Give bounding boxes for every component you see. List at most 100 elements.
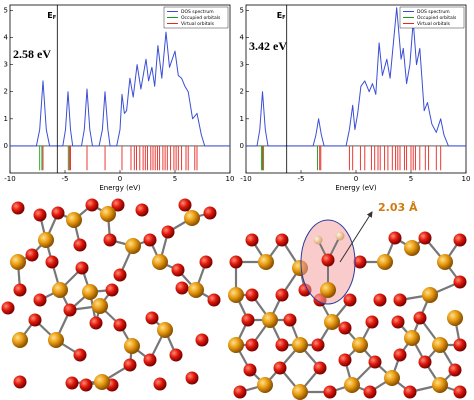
y-tick-label: 0 bbox=[4, 142, 8, 150]
oxygen-atom bbox=[403, 385, 417, 399]
germanium-atom bbox=[52, 282, 68, 298]
germanium-atom bbox=[100, 206, 116, 222]
oxygen-atom bbox=[245, 288, 259, 302]
gap-label: 2.58 eV bbox=[13, 47, 51, 61]
oxygen-atom bbox=[393, 348, 407, 362]
oxygen-atom bbox=[73, 348, 87, 362]
oxygen-atom bbox=[388, 231, 402, 245]
oxygen-atom bbox=[105, 283, 119, 297]
oxygen-atom bbox=[273, 361, 287, 375]
y-tick-label: 3 bbox=[240, 61, 244, 69]
oxygen-atom bbox=[453, 385, 467, 399]
germanium-atom bbox=[292, 384, 308, 400]
germanium-atom bbox=[404, 330, 420, 346]
germanium-atom bbox=[262, 312, 278, 328]
molecular-structures bbox=[1, 198, 467, 400]
oxygen-atom bbox=[245, 338, 259, 352]
y-tick-label: 5 bbox=[4, 6, 8, 14]
germanium-atom bbox=[48, 332, 64, 348]
oxygen-atom bbox=[365, 315, 379, 329]
oxygen-atom bbox=[393, 293, 407, 307]
germanium-atom bbox=[125, 238, 141, 254]
fermi-subscript: F bbox=[282, 15, 285, 21]
x-tick-label: -5 bbox=[62, 175, 69, 183]
y-tick-label: 2 bbox=[4, 88, 8, 96]
oxygen-atom bbox=[25, 248, 39, 262]
germanium-atom bbox=[292, 337, 308, 353]
oxygen-atom bbox=[453, 233, 467, 247]
germanium-atom bbox=[377, 254, 393, 270]
y-tick-label: 4 bbox=[240, 34, 245, 42]
dos-chart: 0 1 2 3 4 5 -10 -5 0 5 10 Energy (eV) EF 2.58 eV DOS s… bbox=[4, 4, 235, 192]
gap-label: 3.42 eV bbox=[249, 39, 287, 53]
oxygen-atom bbox=[241, 313, 255, 327]
x-tick-label: 5 bbox=[409, 175, 413, 183]
x-tick-label: 10 bbox=[462, 175, 471, 183]
x-tick-label: -10 bbox=[240, 175, 251, 183]
germanium-atom bbox=[258, 254, 274, 270]
oxygen-atom bbox=[51, 206, 65, 220]
germanium-atom bbox=[92, 298, 108, 314]
oxygen-atom bbox=[13, 283, 27, 297]
oxygen-atom bbox=[113, 318, 127, 332]
oxygen-atom bbox=[313, 361, 327, 375]
oxygen-atom bbox=[1, 301, 15, 315]
oxygen-atom bbox=[418, 231, 432, 245]
germanium-atom bbox=[257, 377, 273, 393]
germanium-atom bbox=[352, 337, 368, 353]
germanium-atom bbox=[384, 370, 400, 386]
oxygen-atom bbox=[363, 385, 377, 399]
bond-arrow bbox=[339, 211, 373, 263]
germanium-atom bbox=[437, 254, 453, 270]
oxygen-atom bbox=[353, 255, 367, 269]
oxygen-atom bbox=[343, 293, 357, 307]
oxygen-atom bbox=[175, 281, 189, 295]
oxygen-atom bbox=[199, 255, 213, 269]
germanium-atom bbox=[228, 287, 244, 303]
fermi-subscript: F bbox=[53, 15, 56, 21]
oxygen-atom bbox=[418, 355, 432, 369]
germanium-atom bbox=[10, 254, 26, 270]
oxygen-atom bbox=[33, 293, 47, 307]
y-tick-label: 4 bbox=[4, 34, 9, 42]
legend-box bbox=[399, 6, 465, 29]
germanium-atom bbox=[94, 374, 110, 390]
germanium-atom bbox=[82, 284, 98, 300]
oxygen-atom bbox=[153, 377, 167, 391]
legend-label: Virtual orbitals bbox=[417, 21, 451, 27]
germanium-atom bbox=[157, 322, 173, 338]
oxygen-atom bbox=[123, 358, 137, 372]
fermi-symbol: E bbox=[47, 11, 52, 20]
oxygen-atom bbox=[145, 311, 159, 325]
x-axis-label: Energy (eV) bbox=[335, 184, 377, 192]
legend-box bbox=[163, 6, 229, 29]
x-tick-label: -5 bbox=[298, 175, 305, 183]
oxygen-atom bbox=[373, 293, 387, 307]
oxygen-atom bbox=[453, 275, 467, 289]
germanium-atom bbox=[12, 332, 28, 348]
oxygen-atom bbox=[311, 338, 325, 352]
germanium-atom bbox=[188, 282, 204, 298]
oxygen-atom bbox=[169, 348, 183, 362]
oxygen-atom bbox=[73, 238, 87, 252]
oxygen-atom bbox=[207, 293, 221, 307]
oxygen-atom bbox=[11, 201, 25, 215]
oxygen-atom bbox=[135, 203, 149, 217]
oxygen-atom bbox=[413, 311, 427, 325]
germanium-atom bbox=[320, 282, 336, 298]
oxygen-atom bbox=[63, 303, 77, 317]
x-tick-label: 10 bbox=[226, 175, 235, 183]
bond-length-label: 2.03 Å bbox=[378, 201, 418, 214]
oxygen-atom bbox=[243, 363, 257, 377]
dos-chart: 0 1 2 3 4 5 -10 -5 0 5 10 Energy (eV) EF 3.42 eV DOS s… bbox=[240, 4, 471, 192]
germanium-atom bbox=[447, 310, 463, 326]
legend-label: Occupied orbitals bbox=[181, 15, 221, 21]
fermi-symbol: E bbox=[277, 11, 282, 20]
oxygen-atom bbox=[448, 363, 462, 377]
germanium-atom bbox=[124, 338, 140, 354]
y-tick-label: 1 bbox=[240, 115, 244, 123]
y-tick-label: 3 bbox=[4, 61, 8, 69]
legend-label: DOS spectrum bbox=[181, 9, 214, 15]
oxygen-atom bbox=[275, 233, 289, 247]
